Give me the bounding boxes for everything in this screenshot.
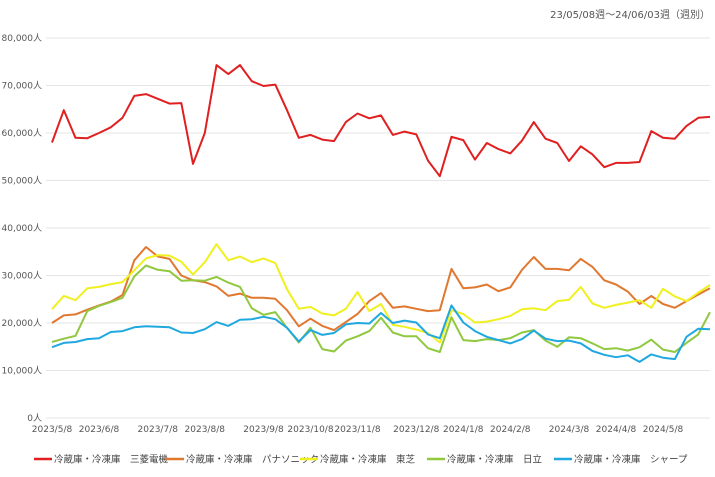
x-tick-label: 2023/10/8 [287, 425, 333, 435]
x-tick-label: 2023/7/8 [138, 425, 179, 435]
legend-label: 冷蔵庫・冷凍庫 シャープ [574, 454, 688, 466]
y-tick-label: 30,000人 [2, 271, 43, 282]
x-tick-label: 2023/8/8 [185, 425, 226, 435]
grid-layer [46, 37, 710, 419]
y-tick-label: 20,000人 [2, 318, 43, 329]
y-tick-label: 80,000人 [2, 33, 43, 44]
y-tick-label: 0人 [27, 413, 42, 424]
y-tick-label: 10,000人 [2, 366, 43, 377]
y-tick-label: 40,000人 [2, 223, 43, 234]
series-line-0 [51, 64, 711, 178]
legend-label: 冷蔵庫・冷凍庫 パナソニック [186, 454, 319, 466]
series-line-2 [51, 243, 711, 344]
x-tick-label: 2023/12/8 [393, 425, 439, 435]
legend: 冷蔵庫・冷凍庫 三菱電機 冷蔵庫・冷凍庫 パナソニック 冷蔵庫・冷凍庫 東芝 冷蔵庫・… [34, 454, 688, 466]
y-tick-label: 70,000人 [2, 81, 43, 92]
series-line-4 [51, 304, 711, 363]
series-line-1 [51, 246, 711, 332]
x-tick-label: 2023/9/8 [243, 425, 284, 435]
x-tick-label: 2024/5/8 [643, 425, 684, 435]
x-tick-label: 2024/1/8 [443, 425, 484, 435]
x-tick-label: 2023/5/8 [32, 425, 73, 435]
x-tick-label: 2024/4/8 [596, 425, 637, 435]
legend-label: 冷蔵庫・冷凍庫 東芝 [320, 454, 416, 466]
series-layer [51, 64, 711, 363]
legend-label: 冷蔵庫・冷凍庫 三菱電機 [54, 454, 169, 466]
y-tick-label: 50,000人 [2, 176, 43, 187]
y-axis: 0人 10,000人 20,000人 30,000人 40,000人 50,000人 60,… [2, 33, 43, 424]
x-tick-label: 2024/3/8 [549, 425, 590, 435]
period-caption: 23/05/08週～24/06/03週（週別） [550, 9, 710, 21]
legend-label: 冷蔵庫・冷凍庫 日立 [447, 454, 542, 466]
x-axis: 2023/5/8 2023/6/8 2023/7/8 2023/8/8 2023/9/8… [32, 425, 684, 435]
x-tick-label: 2023/6/8 [79, 425, 120, 435]
x-tick-label: 2023/11/8 [334, 425, 380, 435]
series-line-3 [51, 264, 711, 353]
y-tick-label: 60,000人 [2, 128, 43, 139]
x-tick-label: 2024/2/8 [490, 425, 531, 435]
